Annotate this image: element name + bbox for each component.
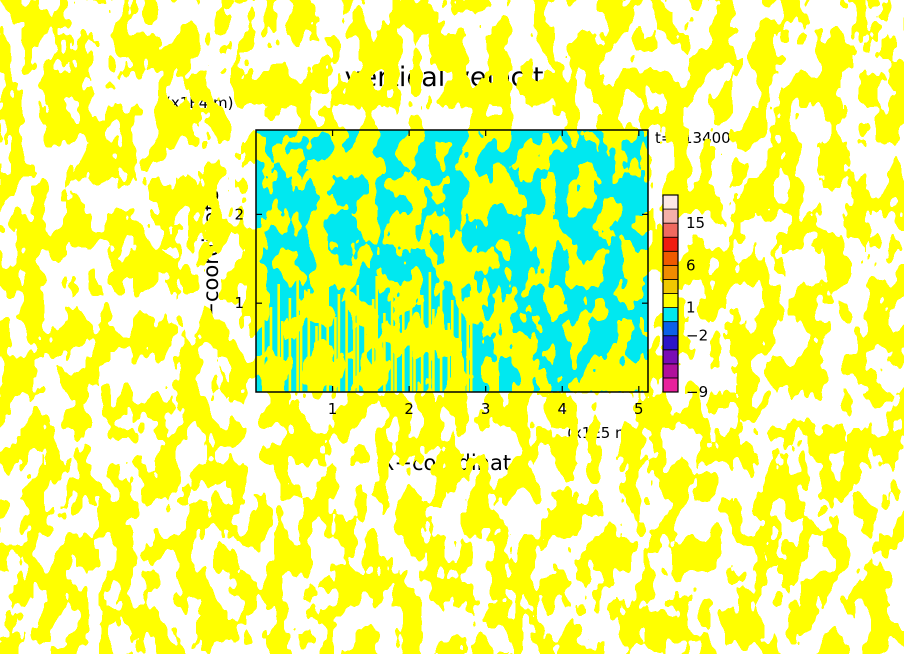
updraft-streaks (262, 270, 473, 392)
colorbar-segment (662, 208, 679, 224)
updraft-streak (334, 317, 337, 392)
colorbar-segment (662, 349, 679, 365)
colorbar-segment (662, 264, 679, 280)
updraft-streak (390, 290, 394, 392)
updraft-streak (356, 285, 360, 392)
updraft-streak (439, 286, 443, 392)
updraft-streak (318, 303, 322, 392)
updraft-streak (299, 312, 303, 392)
updraft-streak (326, 280, 329, 392)
colorbar-segment (662, 307, 679, 323)
updraft-streak (296, 275, 299, 392)
x-unit-label: (x1E5 m) (567, 424, 636, 442)
y-tick-label: 2 (234, 205, 244, 223)
x-tick-label: 4 (557, 400, 567, 418)
chart-title: vertical velocity (345, 62, 560, 93)
x-tick-label: 1 (328, 400, 338, 418)
colorbar-label: 6 (686, 256, 696, 274)
colorbar-segment (662, 250, 679, 266)
y-axis-label: Z−coordinate (199, 190, 223, 334)
updraft-streak (371, 299, 375, 392)
colorbar-label: −9 (686, 383, 708, 401)
colorbar-segment (662, 236, 679, 252)
updraft-streak (447, 323, 451, 392)
time-label: t=113400 s (655, 129, 743, 147)
updraft-streak (280, 321, 284, 392)
updraft-streak (413, 318, 416, 392)
updraft-streak (458, 277, 462, 392)
updraft-streak (420, 295, 424, 392)
colorbar-label: 1 (686, 299, 696, 317)
updraft-streak (288, 298, 292, 392)
updraft-streak (469, 291, 473, 392)
colorbar-segment (662, 279, 679, 294)
updraft-streak (466, 314, 469, 392)
updraft-streak (383, 313, 386, 392)
colorbar-frame (662, 194, 679, 393)
y-axis-ticks: 12 (234, 205, 648, 312)
colorbar-segment (662, 222, 679, 238)
x-axis-ticks: 1 2 3 4 5 (328, 130, 644, 418)
colorbar-segment (662, 293, 679, 308)
updraft-streak (409, 281, 413, 392)
updraft-streak (432, 309, 435, 392)
x-tick-label: 3 (481, 400, 491, 418)
colorbar-segment (662, 194, 679, 210)
updraft-streak (428, 272, 432, 392)
y-tick-label: 1 (234, 294, 244, 312)
updraft-streak (364, 322, 367, 392)
updraft-streak (402, 304, 405, 392)
x-tick-label: 5 (634, 400, 644, 418)
y-unit-label: (x1E4 m) (165, 94, 234, 112)
colorbar-label: −2 (686, 327, 708, 345)
x-tick-label: 2 (404, 400, 414, 418)
updraft-streak (353, 308, 356, 392)
colorbar: −9 −2 1 6 15 (662, 194, 708, 401)
updraft-streak (394, 327, 397, 392)
colorbar-label: 15 (686, 214, 705, 232)
colorbar-segment (662, 363, 679, 379)
x-axis-label: X−coordinate (380, 451, 524, 475)
updraft-streak (269, 307, 273, 392)
updraft-streak (451, 300, 454, 392)
updraft-streak (345, 271, 348, 392)
colorbar-segment (662, 335, 679, 351)
updraft-streak (307, 289, 311, 392)
updraft-streak (277, 284, 280, 392)
updraft-streak (262, 270, 265, 392)
colorbar-segment (662, 321, 679, 337)
updraft-streak (375, 276, 378, 392)
colorbar-segment (662, 377, 679, 393)
updraft-streak (337, 294, 341, 392)
plot-frame (255, 129, 649, 393)
updraft-streak (315, 326, 318, 392)
